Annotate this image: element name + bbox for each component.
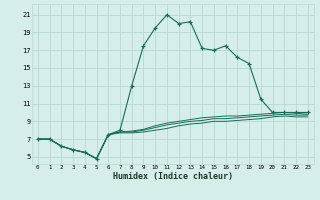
X-axis label: Humidex (Indice chaleur): Humidex (Indice chaleur) [113, 172, 233, 181]
